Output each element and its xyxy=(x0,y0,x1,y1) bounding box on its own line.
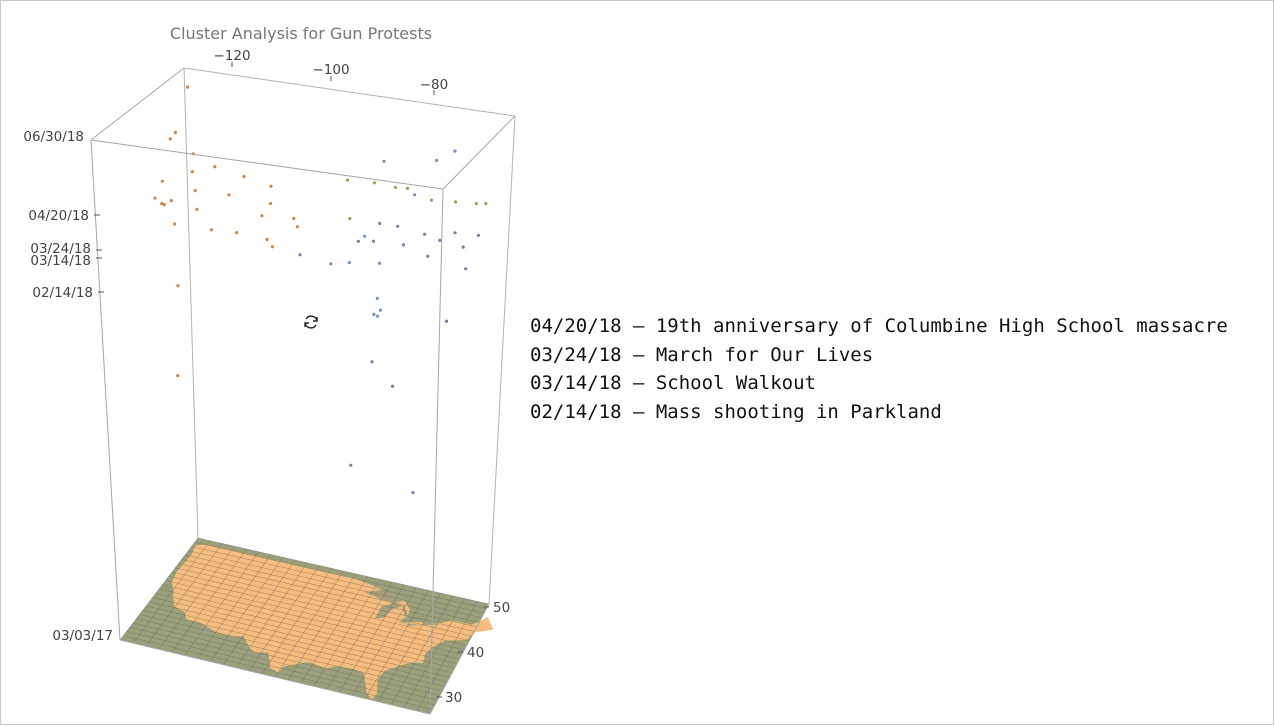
chart-title: Cluster Analysis for Gun Protests xyxy=(170,24,432,43)
data-point xyxy=(378,261,382,265)
data-point xyxy=(168,137,172,141)
annotation-march: 03/24/18 – March for Our Lives xyxy=(530,343,874,366)
data-point xyxy=(242,174,246,179)
data-point xyxy=(260,214,264,218)
data-point xyxy=(265,237,269,242)
data-point xyxy=(160,201,164,206)
data-point xyxy=(461,245,465,249)
data-point xyxy=(185,85,190,89)
data-point xyxy=(464,267,468,271)
y-tick-label: 30 xyxy=(445,690,462,706)
data-point xyxy=(173,222,177,226)
plot-box-front xyxy=(90,67,516,715)
x-tick-label: −100 xyxy=(312,62,349,78)
data-point xyxy=(160,179,164,183)
data-point xyxy=(162,203,166,207)
z-tick-label: 04/20/18 xyxy=(28,208,89,224)
data-point xyxy=(382,159,386,163)
data-point xyxy=(295,225,299,229)
y-tick-label: 50 xyxy=(493,600,510,616)
data-point xyxy=(375,296,379,300)
data-point xyxy=(348,217,352,221)
annotation-parkland: 02/14/18 – Mass shooting in Parkland xyxy=(530,400,942,423)
data-point xyxy=(378,221,382,225)
annotation-columbine: 04/20/18 – 19th anniversary of Columbine… xyxy=(530,315,1228,337)
data-point xyxy=(372,181,376,185)
z-tick-label: 03/03/17 xyxy=(52,628,113,644)
data-point xyxy=(423,232,427,236)
data-point xyxy=(195,207,199,211)
data-point xyxy=(213,165,217,169)
data-point xyxy=(390,384,395,388)
floor-land xyxy=(171,544,494,700)
data-point xyxy=(426,254,430,258)
data-point xyxy=(190,170,194,174)
data-point xyxy=(438,238,442,242)
data-point xyxy=(176,284,180,288)
data-point xyxy=(378,308,383,312)
data-point xyxy=(235,231,239,235)
data-point xyxy=(413,193,417,197)
data-point xyxy=(393,185,397,190)
data-point xyxy=(209,228,213,232)
annotation-walkout: 03/14/18 – School Walkout xyxy=(530,372,816,394)
data-point xyxy=(375,314,379,318)
data-point xyxy=(227,193,231,197)
z-tick-label: 06/30/18 xyxy=(23,129,84,145)
axis-ticks xyxy=(94,62,489,698)
data-point xyxy=(347,261,351,265)
data-point xyxy=(370,360,374,364)
data-point xyxy=(396,224,400,228)
data-point xyxy=(169,199,173,203)
rotate-cursor-icon xyxy=(304,315,318,329)
z-tick-label: 03/14/18 xyxy=(30,253,91,269)
y-tick-label: 40 xyxy=(467,645,484,661)
data-point xyxy=(269,184,273,188)
floor-map xyxy=(119,537,494,715)
data-point xyxy=(372,312,376,316)
data-point xyxy=(405,186,410,190)
data-point xyxy=(411,491,415,495)
data-point xyxy=(193,189,197,193)
x-tick-label: −80 xyxy=(420,77,449,93)
data-point xyxy=(173,130,177,135)
data-point xyxy=(176,374,180,378)
data-point xyxy=(292,216,296,221)
data-point xyxy=(453,149,457,153)
data-point xyxy=(453,200,458,204)
data-point xyxy=(268,201,273,206)
data-point xyxy=(298,253,302,257)
data-point xyxy=(429,198,433,202)
data-point xyxy=(474,202,478,206)
data-point xyxy=(345,178,350,182)
data-point xyxy=(356,239,360,243)
plot-box-back xyxy=(183,67,516,605)
data-point xyxy=(349,463,353,467)
x-tick-label: −120 xyxy=(213,48,250,64)
z-tick-label: 03/24/18 xyxy=(30,241,91,257)
data-point xyxy=(371,239,376,243)
data-point xyxy=(329,262,333,266)
data-points xyxy=(153,85,488,495)
data-point xyxy=(453,231,457,235)
data-point xyxy=(444,319,449,323)
z-tick-label: 02/14/18 xyxy=(32,285,93,301)
data-point xyxy=(484,201,488,206)
data-point xyxy=(435,158,439,163)
data-point xyxy=(363,234,367,238)
data-point xyxy=(476,233,480,237)
data-point xyxy=(153,196,157,200)
event-annotations: 04/20/18 – 19th anniversary of Columbine… xyxy=(530,312,1228,426)
data-point xyxy=(270,245,274,249)
floor-great-lakes xyxy=(363,589,440,626)
data-point xyxy=(401,243,406,247)
